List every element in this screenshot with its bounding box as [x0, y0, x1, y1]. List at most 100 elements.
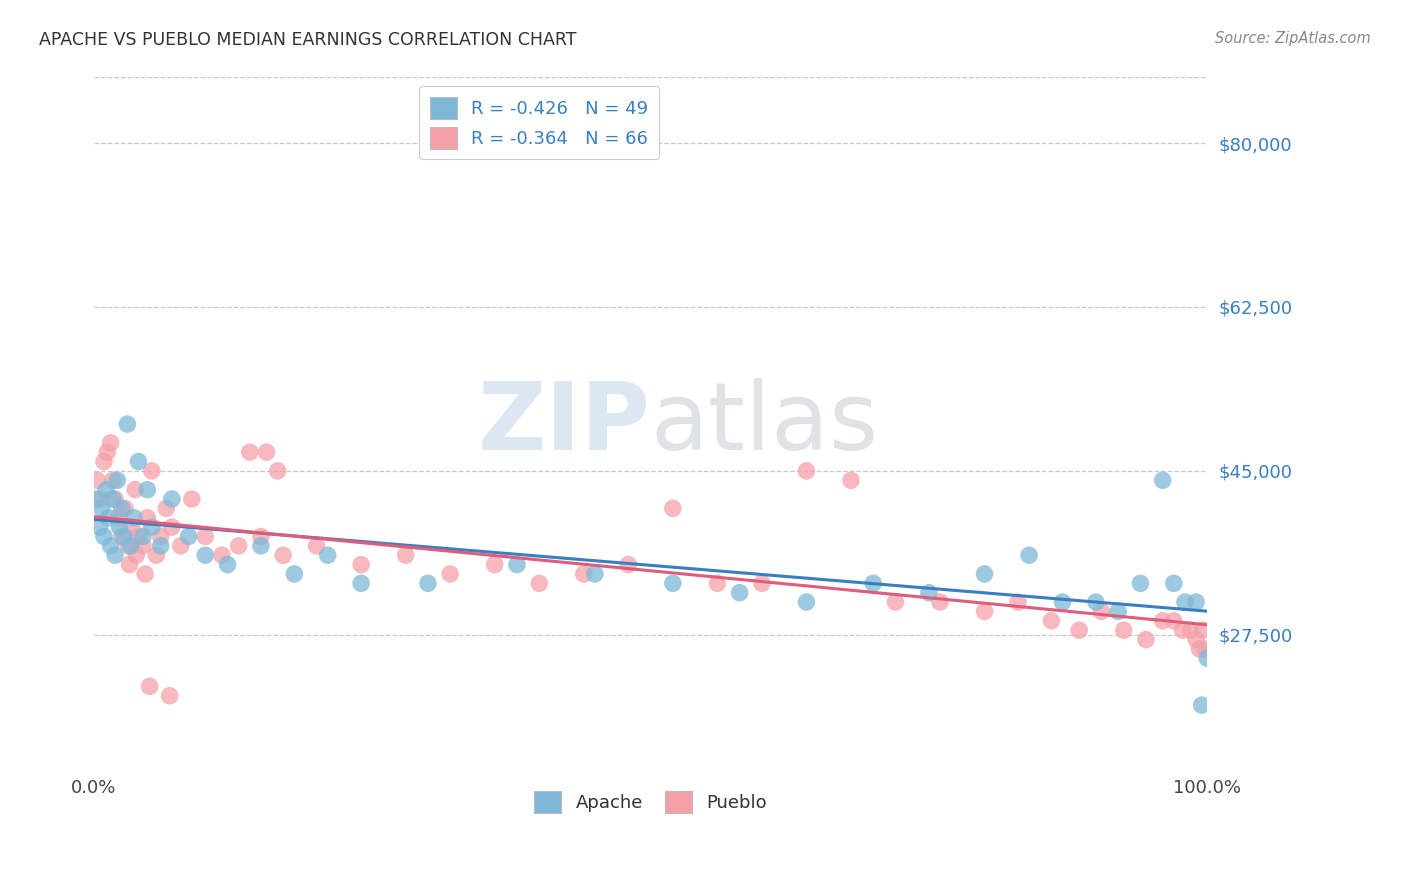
Point: [122, 510, 145, 524]
Point: [86, 473, 108, 487]
Point: [1018, 548, 1040, 562]
Point: [136, 510, 159, 524]
Point: [228, 539, 250, 553]
Point: [1107, 604, 1129, 618]
Point: [1197, 651, 1219, 665]
Point: [127, 454, 149, 468]
Point: [1135, 632, 1157, 647]
Point: [1152, 473, 1174, 487]
Point: [194, 548, 217, 562]
Point: [350, 558, 373, 572]
Point: [929, 595, 952, 609]
Point: [266, 464, 288, 478]
Point: [90, 501, 112, 516]
Point: [918, 585, 941, 599]
Point: [316, 548, 339, 562]
Point: [305, 539, 328, 553]
Point: [572, 566, 595, 581]
Point: [132, 539, 155, 553]
Point: [1185, 595, 1208, 609]
Point: [90, 491, 112, 506]
Point: [862, 576, 884, 591]
Point: [1191, 623, 1213, 637]
Point: [194, 529, 217, 543]
Point: [256, 445, 278, 459]
Point: [1069, 623, 1091, 637]
Point: [180, 491, 202, 506]
Point: [118, 558, 141, 572]
Y-axis label: Median Earnings: Median Earnings: [0, 360, 7, 488]
Point: [111, 501, 134, 516]
Point: [839, 473, 862, 487]
Point: [283, 566, 305, 581]
Point: [141, 464, 163, 478]
Point: [100, 435, 122, 450]
Point: [132, 529, 155, 543]
Point: [112, 529, 135, 543]
Point: [121, 520, 143, 534]
Point: [884, 595, 907, 609]
Point: [1180, 623, 1202, 637]
Point: [89, 520, 111, 534]
Text: ZIP: ZIP: [478, 378, 651, 470]
Point: [120, 539, 142, 553]
Point: [662, 501, 685, 516]
Point: [111, 529, 134, 543]
Point: [127, 529, 149, 543]
Point: [117, 539, 139, 553]
Point: [93, 454, 115, 468]
Point: [728, 585, 751, 599]
Point: [100, 539, 122, 553]
Point: [973, 566, 995, 581]
Point: [973, 604, 995, 618]
Point: [117, 417, 139, 431]
Point: [84, 491, 107, 506]
Point: [1040, 614, 1063, 628]
Point: [159, 689, 181, 703]
Point: [1188, 641, 1211, 656]
Point: [751, 576, 773, 591]
Point: [96, 445, 118, 459]
Point: [529, 576, 551, 591]
Point: [96, 483, 118, 497]
Point: [108, 520, 131, 534]
Point: [1185, 632, 1208, 647]
Point: [1007, 595, 1029, 609]
Point: [1112, 623, 1135, 637]
Point: [141, 520, 163, 534]
Point: [662, 576, 685, 591]
Point: [395, 548, 418, 562]
Point: [160, 520, 183, 534]
Point: [97, 510, 120, 524]
Point: [1171, 623, 1194, 637]
Point: [107, 510, 129, 524]
Point: [134, 566, 156, 581]
Point: [105, 473, 128, 487]
Point: [1052, 595, 1074, 609]
Point: [93, 529, 115, 543]
Point: [177, 529, 200, 543]
Point: [1163, 614, 1185, 628]
Point: [155, 501, 177, 516]
Text: APACHE VS PUEBLO MEDIAN EARNINGS CORRELATION CHART: APACHE VS PUEBLO MEDIAN EARNINGS CORRELA…: [39, 31, 576, 49]
Point: [796, 464, 818, 478]
Text: atlas: atlas: [651, 378, 879, 470]
Point: [125, 548, 148, 562]
Point: [1090, 604, 1112, 618]
Point: [484, 558, 506, 572]
Point: [250, 529, 273, 543]
Point: [506, 558, 529, 572]
Point: [1174, 595, 1197, 609]
Text: Source: ZipAtlas.com: Source: ZipAtlas.com: [1215, 31, 1371, 46]
Point: [145, 548, 167, 562]
Point: [250, 539, 273, 553]
Point: [1163, 576, 1185, 591]
Point: [101, 473, 124, 487]
Point: [617, 558, 640, 572]
Point: [138, 679, 160, 693]
Legend: Apache, Pueblo: Apache, Pueblo: [523, 780, 778, 824]
Point: [1194, 641, 1216, 656]
Point: [796, 595, 818, 609]
Point: [104, 548, 127, 562]
Point: [170, 539, 193, 553]
